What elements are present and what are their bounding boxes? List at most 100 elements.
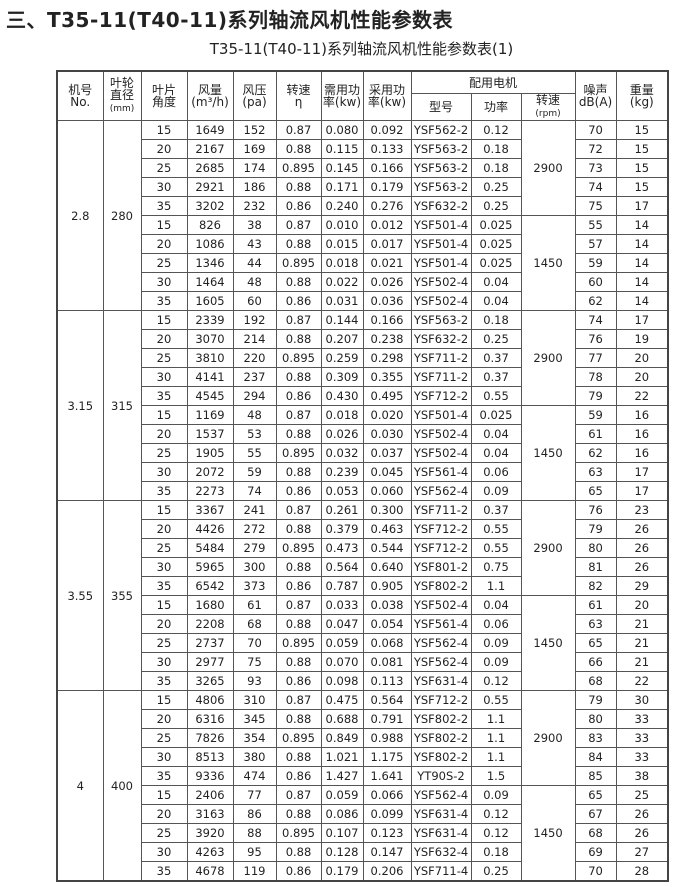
required-power-cell: 0.022 bbox=[320, 272, 364, 292]
motor-power-cell: 0.12 bbox=[470, 804, 522, 824]
flow-cell: 1680 bbox=[186, 595, 234, 615]
noise-cell: 65 bbox=[574, 633, 617, 653]
used-power-cell: 0.355 bbox=[362, 367, 412, 387]
blade-angle-cell: 25 bbox=[140, 158, 188, 178]
efficiency-cell: 0.88 bbox=[275, 367, 322, 387]
efficiency-cell: 0.86 bbox=[275, 291, 322, 311]
blade-angle-cell: 15 bbox=[140, 785, 188, 805]
flow-cell: 4545 bbox=[186, 386, 234, 406]
motor-model-cell: YSF501-4 bbox=[410, 234, 472, 254]
pressure-cell: 38 bbox=[232, 215, 277, 235]
motor-power-cell: 0.12 bbox=[470, 823, 522, 843]
pressure-cell: 220 bbox=[232, 348, 277, 368]
motor-model-cell: YSF801-2 bbox=[410, 557, 472, 577]
flow-cell: 826 bbox=[186, 215, 234, 235]
noise-cell: 70 bbox=[574, 120, 617, 140]
motor-power-cell: 0.18 bbox=[470, 139, 522, 159]
table-row: 3.15 315 15 2339 192 0.87 0.144 0.166 YSF563-2 0.… bbox=[56, 310, 669, 501]
efficiency-cell: 0.88 bbox=[275, 747, 322, 767]
required-power-cell: 0.207 bbox=[320, 329, 364, 349]
motor-power-cell: 0.25 bbox=[470, 177, 522, 197]
motor-power-cell: 0.37 bbox=[470, 348, 522, 368]
weight-cell: 33 bbox=[615, 747, 669, 767]
required-power-cell: 0.115 bbox=[320, 139, 364, 159]
blade-angle-cell: 15 bbox=[140, 405, 188, 425]
blade-angle-cell: 25 bbox=[140, 253, 188, 273]
motor-power-cell: 0.25 bbox=[470, 329, 522, 349]
pressure-cell: 60 bbox=[232, 291, 277, 311]
motor-model-cell: YSF561-4 bbox=[410, 462, 472, 482]
motor-power-cell: 0.06 bbox=[470, 462, 522, 482]
used-power-cell: 1.175 bbox=[362, 747, 412, 767]
pressure-cell: 174 bbox=[232, 158, 277, 178]
blade-angle-cell: 20 bbox=[140, 519, 188, 539]
efficiency-cell: 0.895 bbox=[275, 823, 322, 843]
blade-angle-cell: 35 bbox=[140, 291, 188, 311]
table-row: 20 3070 214 0.88 0.207 0.238 YSF632-2 0.25 76 19 bbox=[57, 329, 669, 349]
noise-cell: 69 bbox=[574, 842, 617, 862]
table-row: 4 400 15 4806 310 0.87 0.475 0.564 YSF712-2 0.55 2… bbox=[56, 690, 669, 882]
pressure-cell: 310 bbox=[232, 690, 277, 710]
required-power-cell: 0.107 bbox=[320, 823, 364, 843]
pressure-cell: 345 bbox=[232, 709, 277, 729]
required-power-cell: 0.787 bbox=[320, 576, 364, 596]
pressure-cell: 48 bbox=[232, 272, 277, 292]
noise-cell: 59 bbox=[574, 253, 617, 273]
flow-cell: 1537 bbox=[186, 424, 234, 444]
noise-cell: 57 bbox=[574, 234, 617, 254]
flow-cell: 3367 bbox=[186, 500, 234, 520]
required-power-cell: 0.171 bbox=[320, 177, 364, 197]
motor-model-cell: YSF562-4 bbox=[410, 481, 472, 501]
noise-cell: 68 bbox=[574, 671, 617, 691]
motor-power-cell: 1.1 bbox=[470, 576, 522, 596]
blade-angle-cell: 35 bbox=[140, 196, 188, 216]
weight-cell: 26 bbox=[615, 538, 669, 558]
efficiency-cell: 0.895 bbox=[275, 158, 322, 178]
required-power-cell: 0.849 bbox=[320, 728, 364, 748]
motor-model-cell: YSF563-2 bbox=[410, 177, 472, 197]
flow-cell: 4263 bbox=[186, 842, 234, 862]
table-row: 35 2273 74 0.86 0.053 0.060 YSF562-4 0.09 65 17 bbox=[57, 481, 669, 501]
efficiency-cell: 0.87 bbox=[275, 785, 322, 805]
required-power-cell: 0.059 bbox=[320, 785, 364, 805]
flow-cell: 2921 bbox=[186, 177, 234, 197]
motor-model-cell: YSF631-4 bbox=[410, 671, 472, 691]
blade-angle-cell: 20 bbox=[140, 329, 188, 349]
blade-angle-cell: 15 bbox=[140, 215, 188, 235]
motor-model-cell: YSF562-4 bbox=[410, 785, 472, 805]
motor-power-cell: 0.09 bbox=[470, 785, 522, 805]
used-power-cell: 0.791 bbox=[362, 709, 412, 729]
flow-cell: 3265 bbox=[186, 671, 234, 691]
pressure-cell: 70 bbox=[232, 633, 277, 653]
table-row: 35 9336 474 0.86 1.427 1.641 YT90S-2 1.5 85 38 bbox=[57, 766, 669, 786]
motor-power-cell: 1.1 bbox=[470, 747, 522, 767]
motor-power-cell: 0.25 bbox=[470, 196, 522, 216]
efficiency-cell: 0.88 bbox=[275, 709, 322, 729]
motor-model-cell: YSF562-4 bbox=[410, 652, 472, 672]
motor-power-cell: 0.37 bbox=[470, 500, 522, 520]
used-power-cell: 0.179 bbox=[362, 177, 412, 197]
pressure-cell: 93 bbox=[232, 671, 277, 691]
pressure-cell: 192 bbox=[232, 310, 277, 330]
motor-model-cell: YT90S-2 bbox=[410, 766, 472, 786]
noise-cell: 74 bbox=[574, 310, 617, 330]
noise-cell: 61 bbox=[574, 595, 617, 615]
efficiency-cell: 0.87 bbox=[275, 405, 322, 425]
used-power-cell: 0.300 bbox=[362, 500, 412, 520]
used-power-cell: 0.081 bbox=[362, 652, 412, 672]
table-row: 20 1086 43 0.88 0.015 0.017 YSF501-4 0.025 57 14 bbox=[57, 234, 669, 254]
pressure-cell: 354 bbox=[232, 728, 277, 748]
blade-angle-cell: 15 bbox=[140, 310, 188, 330]
efficiency-cell: 0.88 bbox=[275, 804, 322, 824]
pressure-cell: 86 bbox=[232, 804, 277, 824]
table-row: 35 3265 93 0.86 0.098 0.113 YSF631-4 0.12 68 22 bbox=[57, 671, 669, 691]
weight-cell: 17 bbox=[615, 481, 669, 501]
header-flow: 风量 (m³/h) bbox=[186, 70, 234, 121]
used-power-cell: 0.147 bbox=[362, 842, 412, 862]
machine-no-cell: 3.55 bbox=[56, 500, 104, 691]
flow-cell: 2406 bbox=[186, 785, 234, 805]
motor-power-cell: 0.12 bbox=[470, 671, 522, 691]
used-power-cell: 0.038 bbox=[362, 595, 412, 615]
flow-cell: 3202 bbox=[186, 196, 234, 216]
used-power-cell: 0.206 bbox=[362, 861, 412, 882]
